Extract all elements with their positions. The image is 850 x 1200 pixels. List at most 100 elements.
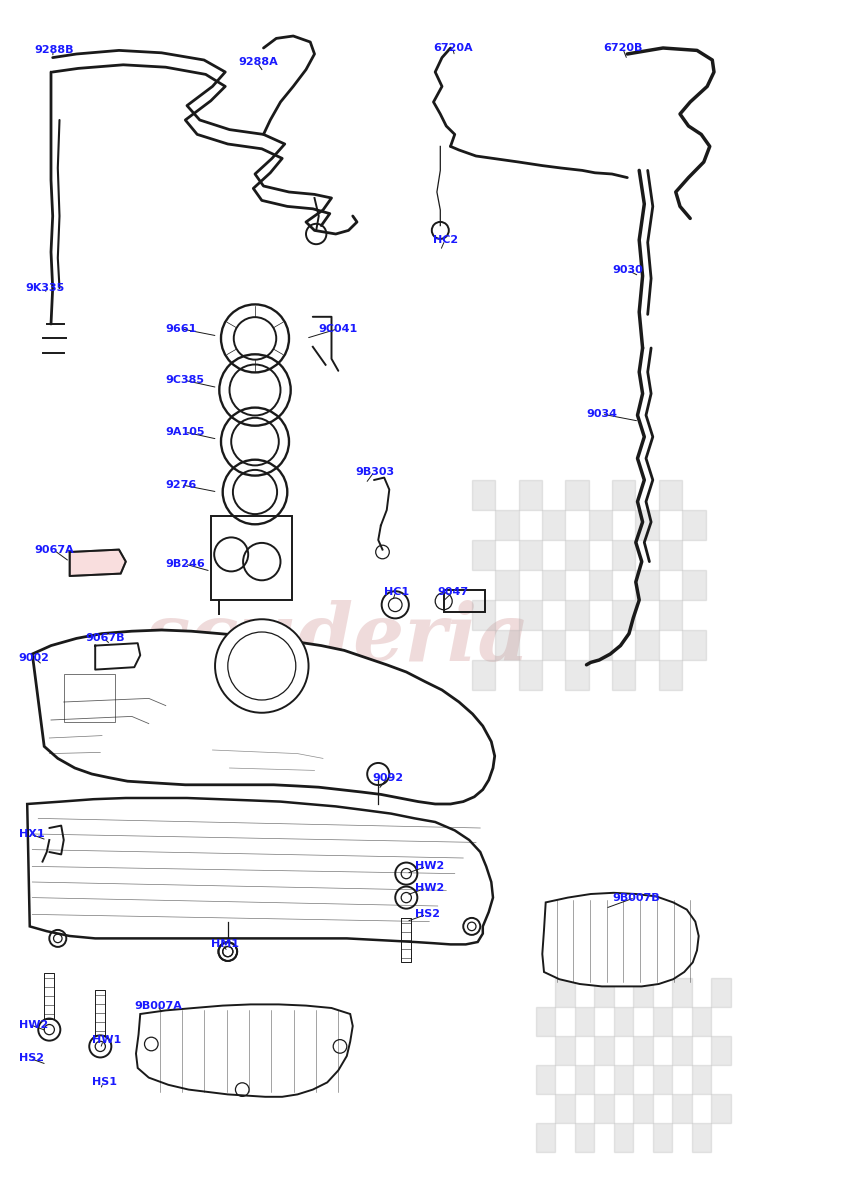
Bar <box>565 600 588 630</box>
Bar <box>589 510 612 540</box>
Bar <box>672 1036 692 1066</box>
Bar <box>633 978 653 1007</box>
Bar <box>633 1036 653 1066</box>
Text: 9B303: 9B303 <box>355 467 394 476</box>
Bar <box>565 660 588 690</box>
Bar <box>683 510 706 540</box>
Bar <box>711 978 731 1007</box>
Text: 9288A: 9288A <box>238 58 278 67</box>
Text: HW2: HW2 <box>19 1020 48 1030</box>
Text: 9092: 9092 <box>372 773 404 782</box>
Text: 9067B: 9067B <box>85 634 124 643</box>
Text: scuderia: scuderia <box>144 600 530 677</box>
Bar <box>612 480 636 510</box>
Bar <box>612 660 636 690</box>
Bar <box>64 674 115 722</box>
Bar <box>542 510 565 540</box>
Bar <box>472 600 495 630</box>
Text: 9A105: 9A105 <box>166 427 205 437</box>
Bar <box>211 516 292 600</box>
Bar <box>589 570 612 600</box>
Text: HC1: HC1 <box>384 587 410 596</box>
Bar <box>495 510 518 540</box>
Bar <box>575 1007 594 1036</box>
Bar <box>575 1123 594 1152</box>
Text: 9661: 9661 <box>166 324 197 334</box>
Text: 6720A: 6720A <box>434 43 473 53</box>
Polygon shape <box>542 893 699 986</box>
Bar <box>683 570 706 600</box>
Bar <box>635 510 659 540</box>
Bar <box>672 978 692 1007</box>
Bar <box>542 630 565 660</box>
Bar <box>711 1036 731 1066</box>
Bar <box>635 570 659 600</box>
Bar <box>614 1123 633 1152</box>
Text: 9B007B: 9B007B <box>612 893 660 902</box>
Polygon shape <box>32 630 495 804</box>
Bar <box>518 480 542 510</box>
Bar <box>672 1094 692 1123</box>
Bar <box>575 1066 594 1094</box>
Polygon shape <box>136 1004 353 1097</box>
Bar <box>565 540 588 570</box>
Text: HS2: HS2 <box>19 1054 43 1063</box>
Text: 9276: 9276 <box>166 480 197 490</box>
Bar <box>555 1094 575 1123</box>
Bar <box>659 660 683 690</box>
Bar <box>692 1066 711 1094</box>
Text: HX1: HX1 <box>19 829 44 839</box>
Text: 9B007A: 9B007A <box>134 1001 182 1010</box>
Bar <box>444 590 484 612</box>
Bar <box>659 600 683 630</box>
Bar <box>555 978 575 1007</box>
Bar <box>692 1007 711 1036</box>
Text: 9034: 9034 <box>586 409 617 419</box>
Bar <box>518 540 542 570</box>
Bar <box>495 630 518 660</box>
Bar <box>565 480 588 510</box>
Bar <box>612 540 636 570</box>
Text: 9K335: 9K335 <box>26 283 65 293</box>
Bar <box>683 630 706 660</box>
Bar <box>711 1094 731 1123</box>
Bar <box>653 1066 672 1094</box>
Bar <box>536 1123 555 1152</box>
Bar <box>633 1094 653 1123</box>
Bar <box>653 1007 672 1036</box>
Bar <box>614 1066 633 1094</box>
Bar <box>594 1036 614 1066</box>
Text: HW2: HW2 <box>415 862 444 871</box>
Text: HC2: HC2 <box>434 235 459 245</box>
Text: 9047: 9047 <box>438 587 469 596</box>
Text: HS2: HS2 <box>415 910 439 919</box>
Text: HW2: HW2 <box>415 883 444 893</box>
Bar <box>472 660 495 690</box>
Bar <box>518 660 542 690</box>
Bar <box>472 540 495 570</box>
Text: HS1: HS1 <box>92 1078 116 1087</box>
Text: 9002: 9002 <box>19 653 49 662</box>
Text: 9067A: 9067A <box>34 545 74 554</box>
Bar <box>614 1007 633 1036</box>
Bar <box>612 600 636 630</box>
Bar <box>536 1007 555 1036</box>
Polygon shape <box>95 643 140 670</box>
Text: a  r  t  s: a r t s <box>153 671 262 697</box>
Bar <box>495 570 518 600</box>
Bar <box>542 570 565 600</box>
Ellipse shape <box>215 619 309 713</box>
Bar <box>589 630 612 660</box>
Bar <box>659 480 683 510</box>
Bar <box>555 1036 575 1066</box>
Bar <box>653 1123 672 1152</box>
Text: 9B246: 9B246 <box>166 559 206 569</box>
Bar <box>692 1123 711 1152</box>
Polygon shape <box>70 550 126 576</box>
Bar <box>518 600 542 630</box>
Bar <box>594 1094 614 1123</box>
Polygon shape <box>27 798 493 944</box>
Bar <box>472 480 495 510</box>
Text: 9C041: 9C041 <box>319 324 358 334</box>
Bar <box>594 978 614 1007</box>
